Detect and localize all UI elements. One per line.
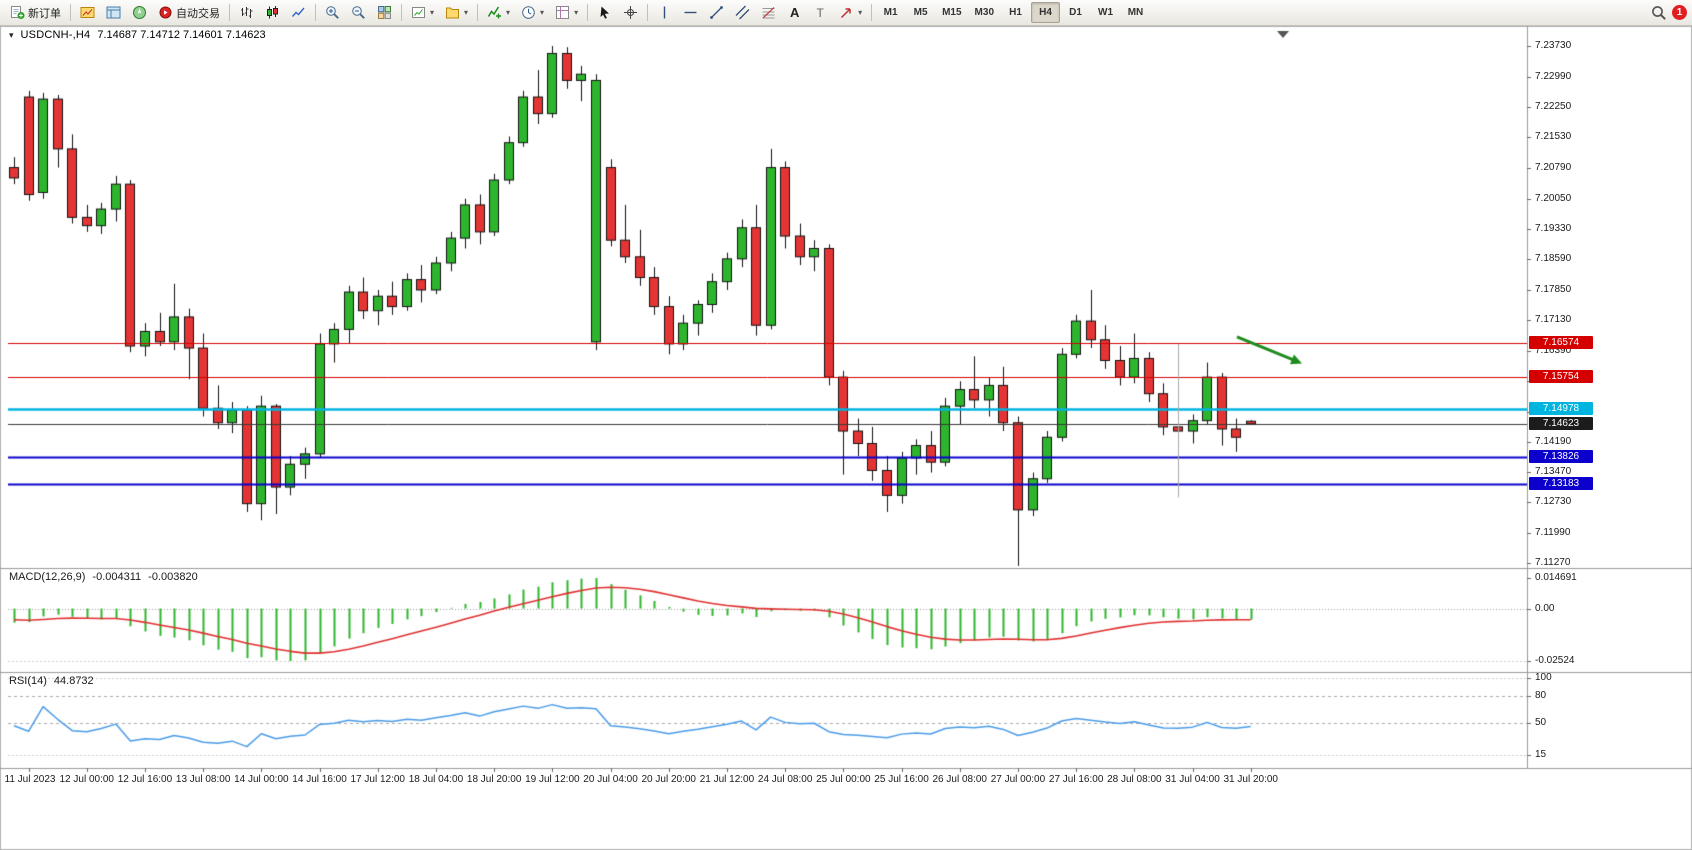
new-order-icon bbox=[10, 5, 25, 20]
tile-windows-button[interactable] bbox=[372, 1, 397, 24]
arrow-icon bbox=[839, 5, 854, 20]
timeframe-d1-button[interactable]: D1 bbox=[1069, 7, 1082, 18]
trendline-button[interactable] bbox=[704, 1, 729, 24]
toolbar-separator bbox=[70, 4, 71, 21]
autotrading-button[interactable]: 自动交易 bbox=[153, 1, 225, 24]
search-button[interactable] bbox=[1646, 1, 1671, 24]
new-order-label: 新订单 bbox=[28, 7, 61, 20]
zoom-out-button[interactable] bbox=[346, 1, 371, 24]
fibonacci-button[interactable] bbox=[756, 1, 781, 24]
candles-icon bbox=[265, 5, 280, 20]
arrows-button[interactable]: ▾ bbox=[834, 1, 867, 24]
autotrading-label: 自动交易 bbox=[176, 7, 220, 20]
chart-canvas[interactable] bbox=[0, 26, 1692, 850]
profiles-icon bbox=[445, 5, 460, 20]
zoom-in-icon bbox=[325, 5, 340, 20]
crosshair-icon bbox=[623, 5, 638, 20]
timeframe-h4-button[interactable]: H4 bbox=[1031, 2, 1060, 23]
template-icon bbox=[555, 5, 570, 20]
svg-text:A: A bbox=[790, 5, 800, 20]
horizontal-line-button[interactable] bbox=[678, 1, 703, 24]
search-icon bbox=[1651, 5, 1666, 20]
chevron-down-icon: ▾ bbox=[430, 8, 435, 17]
market-watch-button[interactable] bbox=[75, 1, 100, 24]
data-window-button[interactable] bbox=[101, 1, 126, 24]
vline-icon bbox=[657, 5, 672, 20]
navigator-icon bbox=[132, 5, 147, 20]
profiles-button[interactable]: ▾ bbox=[440, 1, 473, 24]
timeframe-m30-button[interactable]: M30 bbox=[974, 7, 994, 18]
toolbar-separator bbox=[647, 4, 649, 21]
candle-chart-button[interactable] bbox=[260, 1, 285, 24]
bar-chart-button[interactable] bbox=[234, 1, 259, 24]
text-t-icon: T bbox=[813, 5, 828, 20]
crosshair-button[interactable] bbox=[618, 1, 643, 24]
text-label-button[interactable]: T bbox=[808, 1, 833, 24]
timeframe-m15-button[interactable]: M15 bbox=[942, 7, 962, 18]
indicators-button[interactable]: ▾ bbox=[482, 1, 515, 24]
fibo-icon bbox=[761, 5, 776, 20]
timeframe-mn-button[interactable]: MN bbox=[1127, 7, 1144, 18]
zoom-in-button[interactable] bbox=[320, 1, 345, 24]
chevron-down-icon: ▾ bbox=[540, 8, 545, 17]
navigator-button[interactable] bbox=[127, 1, 152, 24]
market-watch-icon bbox=[80, 5, 95, 20]
clock-icon bbox=[521, 5, 536, 20]
hline-icon bbox=[683, 5, 698, 20]
timeframe-m5-button[interactable]: M5 bbox=[913, 7, 928, 18]
chevron-down-icon: ▾ bbox=[858, 8, 863, 17]
cursor-icon bbox=[597, 5, 612, 20]
svg-text:T: T bbox=[817, 6, 825, 20]
zoom-out-icon bbox=[351, 5, 366, 20]
toolbar-separator bbox=[315, 4, 316, 21]
bars-icon bbox=[239, 5, 254, 20]
timeframe-w1-button[interactable]: W1 bbox=[1098, 7, 1113, 18]
vertical-line-button[interactable] bbox=[652, 1, 677, 24]
line-chart-button[interactable] bbox=[286, 1, 311, 24]
toolbar-separator bbox=[477, 4, 479, 21]
new-chart-icon bbox=[411, 5, 426, 20]
tile-icon bbox=[377, 5, 392, 20]
data-window-icon bbox=[106, 5, 121, 20]
chevron-down-icon: ▾ bbox=[574, 8, 579, 17]
cursor-button[interactable] bbox=[592, 1, 617, 24]
line-icon bbox=[291, 5, 306, 20]
toolbar-separator bbox=[587, 4, 589, 21]
main-toolbar: 新订单 自动交易 ▾ ▾ ▾ ▾ ▾ A T ▾ M1 M5 M15 M30 H1 H4 D1 W1 MN 1 bbox=[0, 0, 1692, 26]
notification-badge[interactable]: 1 bbox=[1672, 5, 1687, 20]
autotrading-icon bbox=[158, 5, 173, 20]
timeframe-m1-button[interactable]: M1 bbox=[883, 7, 898, 18]
indicators-icon bbox=[487, 5, 502, 20]
templates-button[interactable]: ▾ bbox=[550, 1, 583, 24]
channel-icon bbox=[735, 5, 750, 20]
equidistant-channel-button[interactable] bbox=[730, 1, 755, 24]
trendline-icon bbox=[709, 5, 724, 20]
timeframe-h1-button[interactable]: H1 bbox=[1009, 7, 1022, 18]
chevron-down-icon: ▾ bbox=[464, 8, 469, 17]
new-chart-button[interactable]: ▾ bbox=[406, 1, 439, 24]
text-a-icon: A bbox=[787, 5, 802, 20]
new-order-button[interactable]: 新订单 bbox=[5, 1, 66, 24]
chevron-down-icon: ▾ bbox=[506, 8, 511, 17]
text-button[interactable]: A bbox=[782, 1, 807, 24]
periods-button[interactable]: ▾ bbox=[516, 1, 549, 24]
toolbar-separator bbox=[401, 4, 402, 21]
toolbar-separator bbox=[871, 4, 873, 21]
toolbar-separator bbox=[229, 4, 230, 21]
